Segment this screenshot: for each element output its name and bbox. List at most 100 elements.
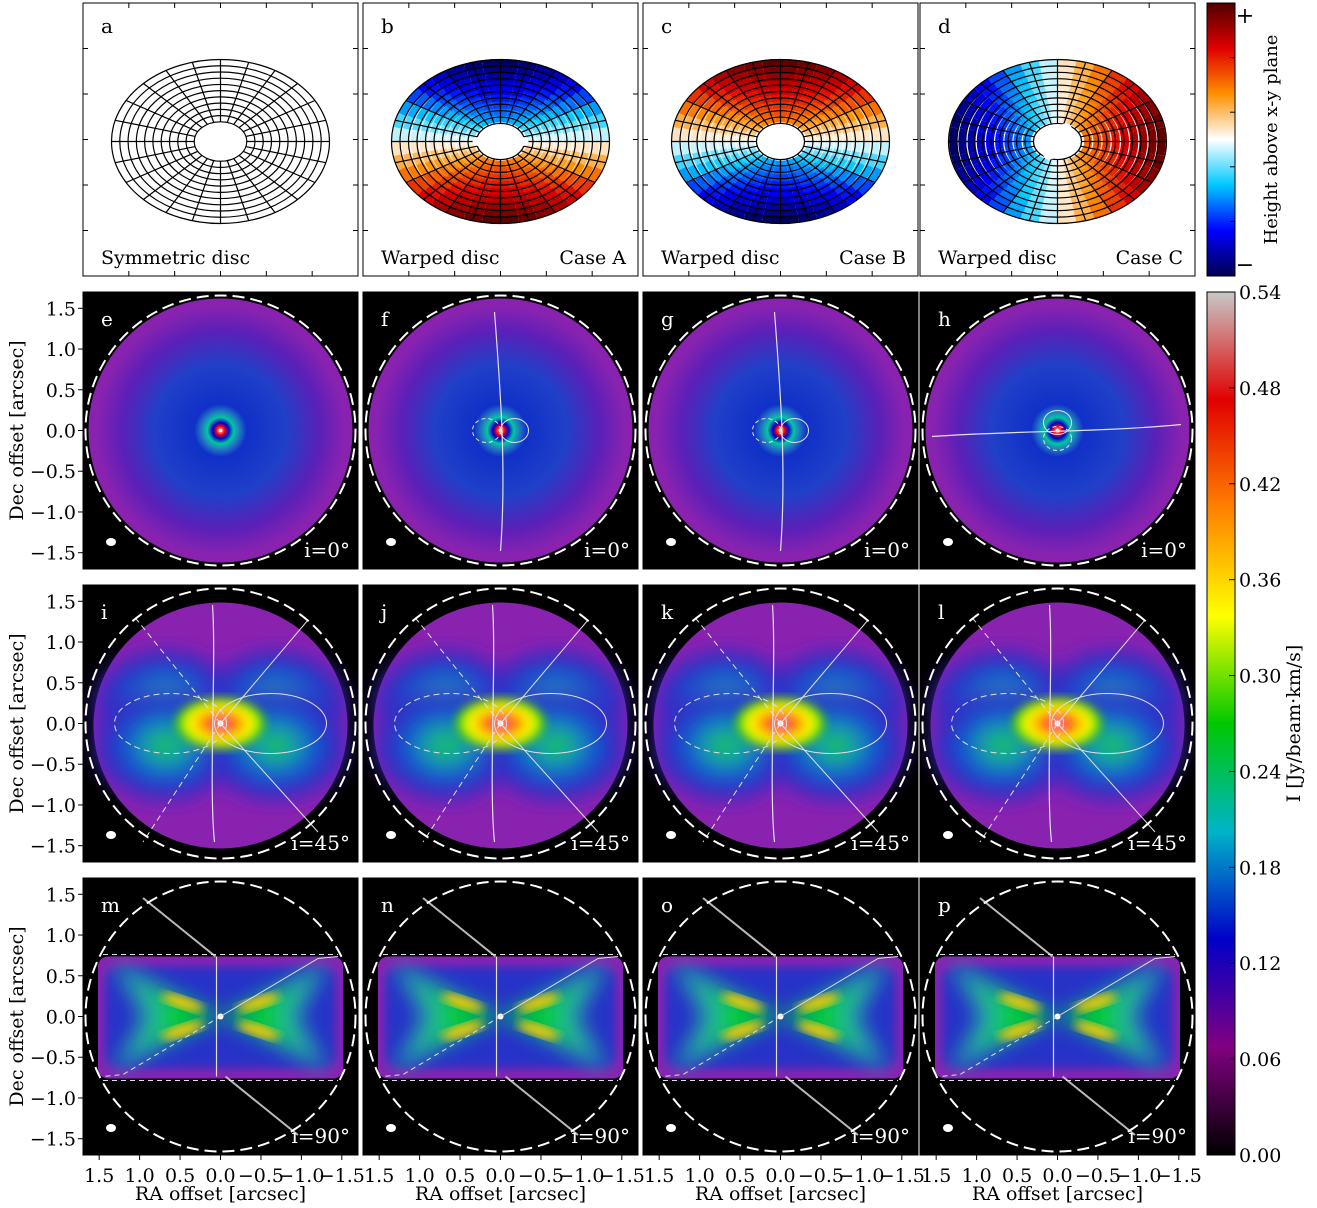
inner-hole <box>1042 123 1073 160</box>
beam-ellipse <box>386 831 396 839</box>
y-tick-label: −1.0 <box>30 795 76 817</box>
x-tick-label: 0.5 <box>445 1165 475 1187</box>
inner-hole <box>472 133 529 150</box>
velocity-contour <box>211 604 216 843</box>
colorbar-tick-label: 0.06 <box>1239 1049 1281 1071</box>
colorbar-tick-label: 0.24 <box>1239 761 1281 783</box>
colorbar-tick-label: 0.42 <box>1239 474 1281 496</box>
x-tick-label: 0.5 <box>725 1165 755 1187</box>
beam-ellipse <box>943 1124 953 1132</box>
colorbar-tick-label: 0.12 <box>1239 953 1281 975</box>
x-tick-label: −0.5 <box>238 1165 284 1187</box>
x-tick-label: 0.0 <box>485 1165 515 1187</box>
beam-ellipse <box>106 831 116 839</box>
y-tick-label: −1.5 <box>30 1129 76 1151</box>
panel-b: b Warped disc Case A <box>362 2 639 277</box>
boundary-circle <box>84 587 357 860</box>
panel-letter: a <box>101 14 113 38</box>
y-tick-label: 1.5 <box>46 591 76 613</box>
colorbar-label: Height above x-y plane <box>1261 35 1282 245</box>
intensity-colorbar: 0.00 0.06 0.12 0.18 0.24 0.30 0.36 0.42 0.48 0.54… <box>1206 282 1305 1167</box>
x-tick-label: 1.5 <box>364 1165 394 1187</box>
y-tick-label: −1.0 <box>30 1088 76 1110</box>
colorbar-tick-label: 0.18 <box>1239 857 1281 879</box>
panel-letter: e <box>101 307 113 331</box>
y-tick-label: −1.5 <box>30 543 76 565</box>
colorbar-tick-label: 0.30 <box>1239 666 1281 688</box>
panel-letter: i <box>101 600 107 624</box>
y-tick-label: −1.5 <box>30 836 76 858</box>
x-tick-label: 1.0 <box>685 1165 715 1187</box>
colorbar-gradient <box>1206 291 1236 1156</box>
panel-letter: p <box>938 893 951 917</box>
beam-ellipse <box>666 538 676 546</box>
boundary-circle <box>921 880 1194 1153</box>
beam-ellipse <box>106 538 116 546</box>
colorbar-tick-label: 0.54 <box>1239 282 1281 304</box>
panel-frame <box>362 584 639 863</box>
panel-p: p i=90° 1.5 1.0 0.5 0.0 −0.5−1.0−1.5 <box>919 877 1202 1187</box>
x-tick-label: 1.5 <box>644 1165 674 1187</box>
y-axis-label: Dec offset [arcsec] <box>6 926 28 1106</box>
panel-letter: h <box>938 307 951 331</box>
case-label: Case A <box>559 247 626 269</box>
x-tick-label: −1.5 <box>319 1165 365 1187</box>
height-colorbar: + −Height above x-y plane <box>1206 2 1282 278</box>
panel-e: e i=0° 1.5 1.0 0.5 0.0 −0.5 −1.0 −1.5 <box>30 291 359 570</box>
panel-frame <box>362 291 639 570</box>
y-tick-label: −0.5 <box>30 461 76 483</box>
butterfly-lobes <box>113 961 328 1072</box>
panel-f: f i=0° <box>362 291 639 570</box>
x-axis-label: RA offset [arcsec] <box>415 1183 586 1205</box>
beam-ellipse <box>386 1124 396 1132</box>
panel-j: j i=45° <box>362 584 639 863</box>
x-tick-label: 1.0 <box>125 1165 155 1187</box>
boundary-circle <box>921 587 1194 860</box>
boundary-circle <box>644 294 917 567</box>
inclination-label: i=90° <box>1128 1124 1187 1148</box>
inclination-label: i=90° <box>851 1124 910 1148</box>
beam-ellipse <box>106 1124 116 1132</box>
x-tick-label: −0.5 <box>1075 1165 1121 1187</box>
velocity-contour <box>931 423 1182 438</box>
x-axis-label: RA offset [arcsec] <box>135 1183 306 1205</box>
axis-labels: Dec offset [arcsec] Dec offset [arcsec] De… <box>6 340 1143 1205</box>
x-tick-label: −1.5 <box>879 1165 925 1187</box>
x-tick-label: 0.0 <box>205 1165 235 1187</box>
x-tick-label: 1.0 <box>962 1165 992 1187</box>
panel-letter: c <box>661 14 672 38</box>
colorbar-gradient <box>1206 2 1236 277</box>
butterfly-lobes <box>950 961 1165 1072</box>
x-tick-label: 0.0 <box>765 1165 795 1187</box>
y-tick-label: 1.0 <box>46 632 76 654</box>
x-tick-label: −1.0 <box>278 1165 324 1187</box>
inclination-label: i=90° <box>571 1124 630 1148</box>
velocity-contour <box>773 311 784 552</box>
panel-label: Warped disc <box>661 247 780 269</box>
y-tick-label: 0.0 <box>46 1007 76 1029</box>
velocity-contour <box>771 604 776 843</box>
panel-o: o i=90° 1.5 1.0 0.5 0.0 −0.5−1.0−1.5 <box>642 877 925 1187</box>
beam-ellipse <box>386 538 396 546</box>
y-tick-label: −0.5 <box>30 754 76 776</box>
panel-frame <box>919 291 1196 570</box>
velocity-contour <box>493 311 504 552</box>
y-tick-label: 0.0 <box>46 421 76 443</box>
x-tick-label: 1.5 <box>921 1165 951 1187</box>
x-axis-label: RA offset [arcsec] <box>695 1183 866 1205</box>
panel-frame <box>642 291 919 570</box>
panel-c: c Warped disc Case B <box>642 2 919 277</box>
boundary-circle <box>364 880 637 1153</box>
colorbar-tick-label: 0.48 <box>1239 378 1281 400</box>
y-axis-label: Dec offset [arcsec] <box>6 340 28 520</box>
panel-letter: k <box>661 600 674 624</box>
y-tick-label: 1.5 <box>46 884 76 906</box>
panel-h: h i=0° <box>919 291 1196 570</box>
y-tick-label: 0.5 <box>46 673 76 695</box>
panel-label: Warped disc <box>381 247 500 269</box>
x-tick-label: −1.0 <box>558 1165 604 1187</box>
panel-frame <box>642 584 919 863</box>
x-tick-label: −0.5 <box>798 1165 844 1187</box>
intensity-map-grid: ei=0°1.51.00.50.0−0.5−1.0−1.5fi=0°gi=0°h… <box>30 291 1202 1187</box>
